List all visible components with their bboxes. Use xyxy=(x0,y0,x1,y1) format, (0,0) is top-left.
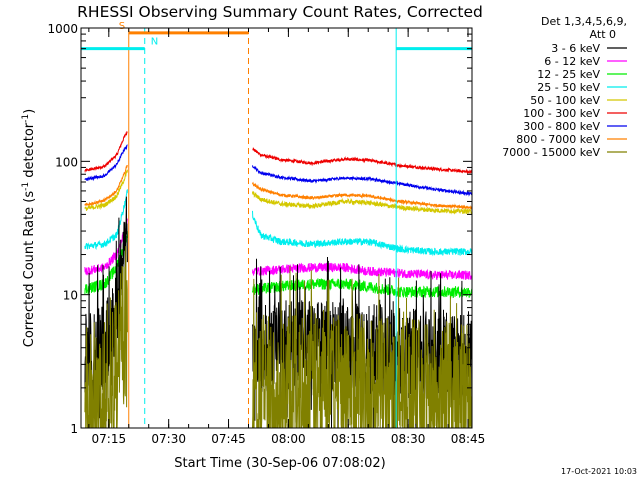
series-group xyxy=(84,246,473,428)
x-tick-label: 07:15 xyxy=(92,432,127,446)
legend-label: 50 - 100 keV xyxy=(530,94,600,107)
series-line xyxy=(84,189,128,251)
series-line xyxy=(252,181,473,211)
flag-label: S xyxy=(119,21,125,32)
x-tick-label: 08:30 xyxy=(391,432,426,446)
series-line xyxy=(84,164,128,207)
legend-label: 25 - 50 keV xyxy=(537,81,600,94)
x-tick-label: 07:30 xyxy=(151,432,186,446)
legend-label: 300 - 800 keV xyxy=(523,120,600,133)
series-line xyxy=(252,210,473,257)
legend-label: 7000 - 15000 keV xyxy=(502,146,600,159)
x-tick-label: 08:00 xyxy=(271,432,306,446)
legend-label: 100 - 300 keV xyxy=(523,107,600,120)
legend-label: 800 - 7000 keV xyxy=(516,133,600,146)
series-line xyxy=(252,165,473,197)
x-axis-label: Start Time (30-Sep-06 07:08:02) xyxy=(174,456,385,471)
legend-header: Det 1,3,4,5,6,9, xyxy=(541,15,627,28)
chart-title: RHESSI Observing Summary Count Rates, Co… xyxy=(77,3,483,21)
y-axis-label-part: ) xyxy=(22,109,37,114)
y-tick-label: 10 xyxy=(63,289,78,303)
x-tick-label: 08:45 xyxy=(451,432,486,446)
y-axis-label-part: Corrected Count Rate (s xyxy=(22,191,37,348)
series-line xyxy=(84,246,128,428)
series-line xyxy=(252,147,473,175)
plot-data-area xyxy=(84,131,473,428)
series-line xyxy=(252,278,473,300)
series-group xyxy=(84,131,473,175)
series-group xyxy=(84,144,473,197)
y-tick-label: 1 xyxy=(70,422,78,436)
x-axis: 07:15 07:30 07:45 08:00 08:15 08:30 08:45 xyxy=(88,28,486,446)
flag-label: N xyxy=(151,37,158,48)
y-axis-label-exponent: -1 xyxy=(21,182,31,191)
series-line xyxy=(84,169,128,211)
series-group xyxy=(84,169,473,216)
legend-label: 12 - 25 keV xyxy=(537,68,600,81)
y-tick-label: 1000 xyxy=(47,22,78,36)
x-tick-label: 08:15 xyxy=(331,432,366,446)
y-axis-label-part: detector xyxy=(22,122,37,182)
series-line xyxy=(252,190,473,216)
y-axis-label-exponent: -1 xyxy=(21,114,31,123)
legend-label: 3 - 6 keV xyxy=(551,42,600,55)
legend-label: 6 - 12 keV xyxy=(544,55,600,68)
x-tick-label: 07:45 xyxy=(211,432,246,446)
series-line xyxy=(252,262,473,280)
y-axis-label: Corrected Count Rate (s-1 detector-1) xyxy=(21,109,37,347)
series-group xyxy=(84,189,473,257)
series-line xyxy=(84,131,128,174)
y-axis: 1 10 100 1000 xyxy=(47,22,472,436)
footer-timestamp: 17-Oct-2021 10:03 xyxy=(561,467,637,476)
plot-frame xyxy=(80,27,473,429)
series-line xyxy=(252,265,473,428)
legend-header: Att 0 xyxy=(590,28,616,41)
y-tick-label: 100 xyxy=(55,155,78,169)
series-line xyxy=(84,144,128,182)
series-group xyxy=(84,164,473,211)
